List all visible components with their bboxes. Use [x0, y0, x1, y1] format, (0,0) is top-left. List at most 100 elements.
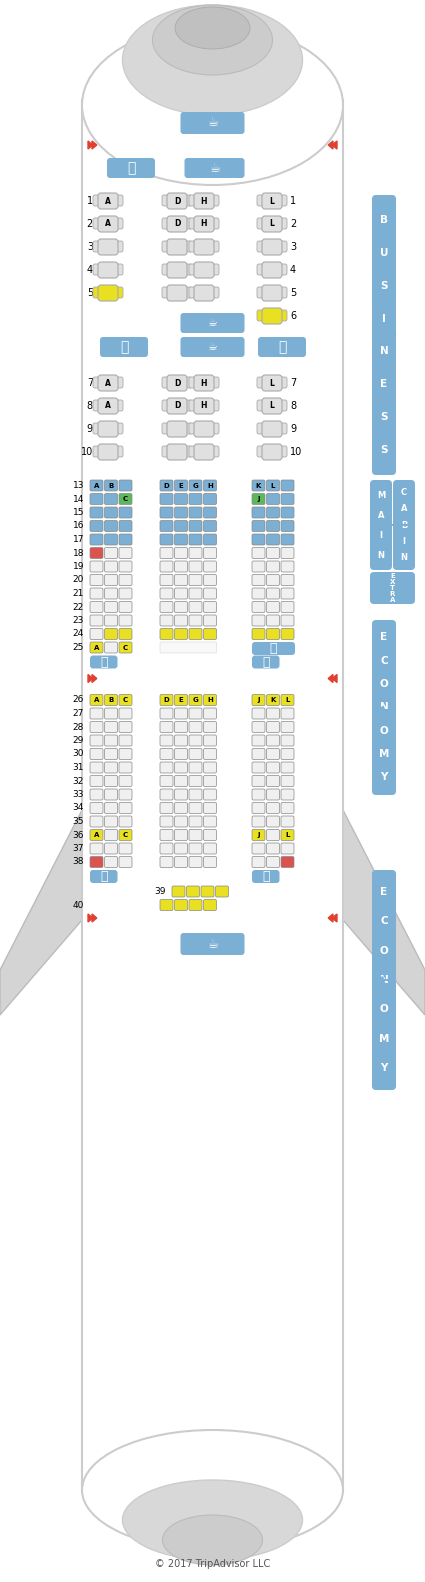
FancyBboxPatch shape [252, 506, 265, 517]
FancyBboxPatch shape [204, 748, 216, 759]
FancyBboxPatch shape [160, 843, 173, 854]
Text: N: N [380, 975, 388, 986]
FancyBboxPatch shape [189, 736, 202, 747]
FancyBboxPatch shape [186, 264, 192, 275]
FancyBboxPatch shape [160, 574, 173, 585]
FancyBboxPatch shape [175, 763, 187, 774]
FancyBboxPatch shape [204, 721, 216, 732]
Text: B: B [108, 483, 113, 489]
FancyBboxPatch shape [194, 421, 214, 437]
Text: N: N [380, 346, 388, 356]
FancyBboxPatch shape [189, 721, 202, 732]
FancyBboxPatch shape [90, 547, 103, 558]
Text: J: J [257, 832, 260, 838]
Polygon shape [88, 141, 93, 149]
FancyBboxPatch shape [266, 520, 280, 532]
FancyBboxPatch shape [105, 535, 117, 546]
FancyBboxPatch shape [204, 494, 216, 505]
FancyBboxPatch shape [160, 900, 173, 911]
Text: 2: 2 [290, 218, 296, 229]
Text: 14: 14 [73, 495, 84, 503]
FancyBboxPatch shape [105, 494, 117, 505]
FancyBboxPatch shape [189, 589, 202, 600]
FancyBboxPatch shape [189, 615, 202, 626]
FancyBboxPatch shape [252, 642, 295, 655]
FancyBboxPatch shape [281, 506, 294, 517]
FancyBboxPatch shape [213, 264, 219, 275]
Text: 31: 31 [73, 763, 84, 772]
Text: 34: 34 [73, 804, 84, 813]
FancyBboxPatch shape [90, 816, 103, 827]
FancyBboxPatch shape [204, 829, 216, 840]
FancyBboxPatch shape [257, 310, 263, 321]
Text: 8: 8 [87, 400, 93, 411]
FancyBboxPatch shape [105, 601, 117, 612]
FancyBboxPatch shape [119, 856, 132, 867]
FancyBboxPatch shape [189, 748, 202, 759]
FancyBboxPatch shape [204, 763, 216, 774]
FancyBboxPatch shape [90, 642, 103, 653]
Text: A: A [105, 378, 111, 388]
Text: A: A [94, 483, 99, 489]
FancyBboxPatch shape [266, 535, 280, 546]
FancyBboxPatch shape [189, 494, 202, 505]
Text: ⚹: ⚹ [100, 870, 108, 883]
FancyBboxPatch shape [93, 446, 99, 457]
FancyBboxPatch shape [204, 789, 216, 800]
FancyBboxPatch shape [252, 721, 265, 732]
FancyBboxPatch shape [117, 422, 123, 433]
FancyBboxPatch shape [281, 589, 294, 600]
FancyBboxPatch shape [370, 479, 392, 570]
FancyBboxPatch shape [175, 506, 187, 517]
FancyBboxPatch shape [281, 628, 294, 639]
FancyBboxPatch shape [175, 479, 187, 490]
FancyBboxPatch shape [266, 816, 280, 827]
FancyBboxPatch shape [162, 377, 168, 388]
Text: M: M [377, 490, 385, 500]
FancyBboxPatch shape [186, 218, 192, 229]
FancyBboxPatch shape [189, 377, 195, 388]
FancyBboxPatch shape [266, 547, 280, 558]
FancyBboxPatch shape [100, 337, 148, 358]
FancyBboxPatch shape [119, 601, 132, 612]
FancyBboxPatch shape [266, 479, 280, 490]
FancyBboxPatch shape [281, 195, 287, 206]
FancyBboxPatch shape [105, 642, 117, 653]
FancyBboxPatch shape [281, 856, 294, 867]
FancyBboxPatch shape [266, 628, 280, 639]
FancyBboxPatch shape [181, 933, 244, 956]
FancyBboxPatch shape [204, 479, 216, 490]
FancyBboxPatch shape [90, 520, 103, 532]
FancyBboxPatch shape [281, 446, 287, 457]
Text: 21: 21 [73, 589, 84, 598]
FancyBboxPatch shape [90, 829, 103, 840]
FancyBboxPatch shape [175, 574, 187, 585]
FancyBboxPatch shape [262, 308, 282, 324]
FancyBboxPatch shape [281, 763, 294, 774]
Text: N: N [400, 554, 408, 562]
FancyBboxPatch shape [119, 843, 132, 854]
Text: C: C [123, 698, 128, 702]
Text: 4: 4 [87, 266, 93, 275]
FancyBboxPatch shape [281, 218, 287, 229]
FancyBboxPatch shape [266, 775, 280, 786]
FancyBboxPatch shape [266, 829, 280, 840]
FancyBboxPatch shape [186, 377, 192, 388]
Ellipse shape [82, 25, 343, 185]
FancyBboxPatch shape [252, 802, 265, 813]
FancyBboxPatch shape [160, 789, 173, 800]
Polygon shape [92, 914, 97, 922]
FancyBboxPatch shape [281, 286, 287, 297]
FancyBboxPatch shape [175, 843, 187, 854]
FancyBboxPatch shape [213, 400, 219, 411]
FancyBboxPatch shape [281, 535, 294, 546]
FancyBboxPatch shape [160, 763, 173, 774]
Text: 16: 16 [73, 522, 84, 530]
FancyBboxPatch shape [252, 816, 265, 827]
Text: I: I [380, 530, 383, 539]
FancyBboxPatch shape [266, 574, 280, 585]
FancyBboxPatch shape [281, 264, 287, 275]
FancyBboxPatch shape [281, 829, 294, 840]
Text: 38: 38 [73, 857, 84, 867]
FancyBboxPatch shape [189, 775, 202, 786]
